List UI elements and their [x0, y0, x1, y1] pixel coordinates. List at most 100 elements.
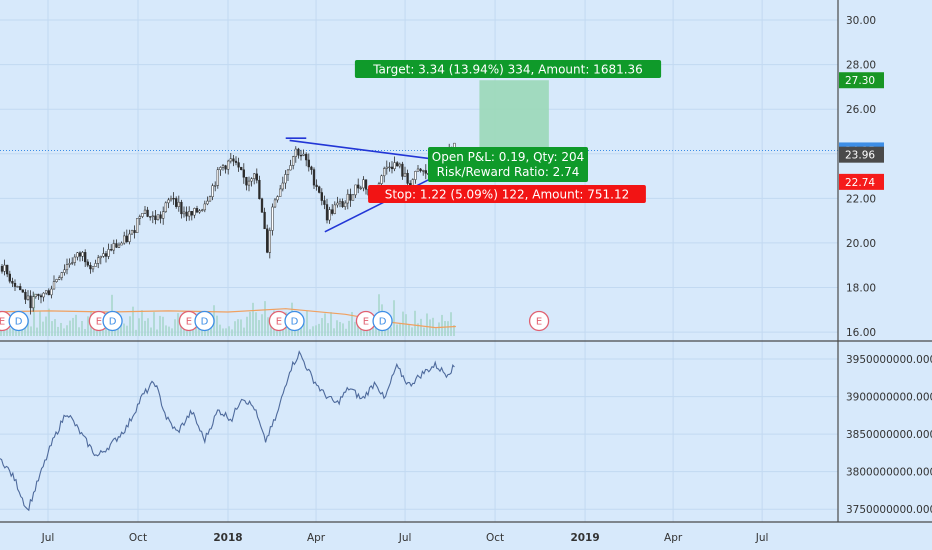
volume-bar	[243, 327, 245, 336]
price-tick-label: 16.00	[846, 327, 876, 339]
candle-body	[128, 233, 131, 243]
price-badge-bg	[839, 72, 884, 89]
volume-bar	[315, 325, 317, 336]
candle-body	[123, 235, 126, 244]
target-label-text: Target: 3.34 (13.94%) 334, Amount: 1681.…	[372, 63, 643, 77]
candle-body	[84, 252, 87, 263]
candle-body	[242, 169, 245, 178]
candle-body	[110, 249, 113, 251]
candle-body	[364, 179, 368, 190]
candle-body	[3, 264, 6, 272]
candle-body	[198, 210, 201, 213]
candle-body	[99, 256, 102, 259]
candle-body	[206, 200, 209, 205]
marker-letter: D	[15, 317, 23, 328]
candle-body	[11, 281, 14, 284]
stop-label[interactable]: Stop: 1.22 (5.09%) 122, Amount: 751.12	[368, 185, 646, 203]
osc-tick-label: 3800000000.0000	[846, 467, 932, 479]
dividend-marker[interactable]: D	[194, 310, 215, 332]
candle-body	[258, 179, 261, 200]
candle-body	[115, 243, 118, 248]
volume-bar	[258, 320, 260, 336]
volume-bar	[411, 327, 413, 336]
volume-bar	[195, 326, 197, 336]
time-tick-label: 2018	[213, 532, 242, 544]
triangle-upper-line[interactable]	[289, 139, 445, 162]
volume-bar	[126, 325, 128, 336]
candle-body	[271, 206, 274, 231]
candle-body	[255, 173, 258, 181]
volume-bar	[429, 319, 431, 336]
candle-body	[141, 212, 144, 217]
candle-body	[26, 295, 30, 300]
candle-body	[34, 293, 37, 297]
price-tick-label: 22.00	[846, 193, 876, 205]
volume-bar	[435, 328, 437, 336]
candle-body	[385, 166, 388, 169]
target-label[interactable]: Target: 3.34 (13.94%) 334, Amount: 1681.…	[354, 60, 662, 78]
oscillator-line	[0, 350, 455, 512]
dividend-marker[interactable]: D	[8, 310, 29, 332]
volume-bar	[342, 323, 344, 336]
candle-body	[338, 201, 342, 204]
candle-body	[91, 266, 95, 270]
candle-body	[346, 193, 349, 204]
oscillator-pane	[0, 350, 455, 512]
marker-letter: D	[109, 317, 117, 328]
candle-body	[320, 192, 323, 201]
volume-bar	[345, 328, 347, 336]
dividend-marker[interactable]: D	[372, 310, 393, 332]
volume-bar	[303, 323, 305, 336]
candle-body	[65, 264, 69, 271]
volume-bar	[330, 312, 332, 336]
price-tick-label: 26.00	[846, 104, 876, 116]
candle-body	[336, 202, 339, 206]
volume-bar	[159, 315, 161, 336]
candle-body	[292, 156, 295, 166]
dividend-marker[interactable]: D	[284, 310, 305, 332]
candle-body	[39, 295, 43, 298]
volume-bar	[396, 324, 398, 336]
volume-bar	[27, 318, 29, 336]
dividend-marker[interactable]: D	[102, 310, 123, 332]
candle-body	[294, 148, 297, 157]
candle-body	[143, 209, 147, 214]
time-tick-label: Apr	[307, 532, 326, 544]
candle-body	[81, 252, 84, 257]
candle-body	[102, 253, 105, 257]
price-badge: 22.74	[839, 173, 884, 190]
candle-body	[162, 211, 165, 219]
volume-bar	[399, 323, 401, 336]
marker-letter: E	[0, 317, 5, 328]
volume-bar	[420, 318, 422, 336]
osc-tick-label: 3850000000.0000	[846, 429, 932, 441]
volume-bar	[78, 327, 80, 336]
volume-bar	[165, 325, 167, 336]
candle-body	[406, 172, 409, 184]
candle-body	[398, 163, 401, 167]
candle-body	[383, 168, 386, 177]
candle-body	[276, 196, 279, 201]
volume-bar	[348, 320, 350, 336]
volume-bar	[48, 308, 50, 336]
candle-body	[247, 180, 251, 186]
marker-circle	[102, 310, 123, 332]
candle-body	[29, 295, 32, 309]
candle-body	[234, 160, 238, 163]
candle-body	[107, 249, 110, 257]
earnings-marker[interactable]: E	[528, 310, 550, 332]
candle-body	[177, 201, 180, 207]
volume-bar	[324, 313, 326, 336]
volume-bar	[144, 320, 146, 336]
volume-bar	[318, 323, 320, 336]
volume-bar	[393, 300, 395, 336]
volume-bar	[75, 314, 77, 336]
position-labels[interactable]: Target: 3.34 (13.94%) 334, Amount: 1681.…	[354, 60, 662, 203]
candle-body	[216, 169, 219, 186]
candle-body	[297, 148, 300, 156]
